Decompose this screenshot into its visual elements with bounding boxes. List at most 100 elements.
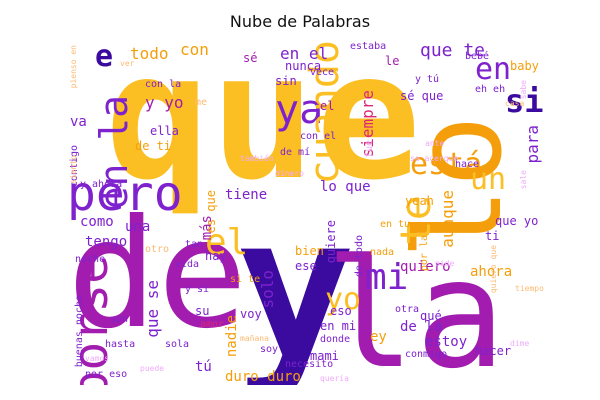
cloud-word: necesito <box>285 359 334 370</box>
cloud-word: tiene <box>225 187 268 203</box>
cloud-word: sé <box>243 51 258 65</box>
cloud-word: qué <box>420 309 442 323</box>
cloud-word: pero <box>67 166 183 222</box>
cloud-word: eso <box>330 304 352 318</box>
cloud-word: con la <box>145 79 182 90</box>
cloud-word: ti <box>485 229 500 243</box>
cloud-word: está <box>410 147 483 182</box>
cloud-word: yo <box>325 282 362 317</box>
cloud-word: mañana <box>240 334 269 343</box>
cloud-word: se acerque <box>410 154 459 163</box>
cloud-word: quiero <box>400 259 451 275</box>
cloud-word: mami <box>310 349 339 363</box>
cloud-word: en la <box>92 95 136 210</box>
figure-title: Nube de Palabras <box>229 12 371 31</box>
cloud-word: tiempo <box>515 284 544 293</box>
cloud-word: bebé <box>465 51 490 62</box>
cloud-word: con <box>180 40 209 59</box>
cloud-word: quiero que <box>489 245 498 294</box>
cloud-word: y <box>235 173 356 386</box>
cloud-word: sale <box>519 170 528 190</box>
cloud-word: voy <box>240 307 262 321</box>
cloud-word: quiere <box>324 220 338 264</box>
cloud-word: si <box>505 82 544 120</box>
cloud-word: estoy <box>425 334 468 350</box>
cloud-word: nadie <box>224 315 240 358</box>
cloud-word: dinero <box>275 169 304 178</box>
cloud-word: me <box>195 97 208 108</box>
cloud-word: eh eh <box>475 84 506 95</box>
cloud-word: el <box>320 99 335 113</box>
cloud-word: un <box>470 162 507 197</box>
cloud-word: conmigo <box>405 349 448 360</box>
cloud-word: por la <box>419 235 430 272</box>
word-cloud: que y de la lo pero porse te en la ya cuando está el… <box>65 40 545 385</box>
cloud-word: por eso <box>85 369 128 380</box>
cloud-word: para <box>523 125 542 164</box>
cloud-word: sé que <box>400 89 444 103</box>
cloud-word: ante <box>425 139 445 148</box>
cloud-word: nunca <box>285 59 322 73</box>
cloud-word: de <box>67 188 248 362</box>
cloud-word: ey <box>370 329 387 345</box>
cloud-word: es que <box>204 190 218 234</box>
cloud-word: sola <box>165 339 190 350</box>
cloud-word: tan <box>185 239 204 250</box>
cloud-word: siento <box>69 155 78 184</box>
cloud-word: que te <box>420 40 486 61</box>
cloud-word: estaba <box>350 41 387 52</box>
cloud-word: una <box>125 219 151 235</box>
cloud-word: vida <box>175 259 200 270</box>
cloud-word: soy <box>260 344 279 355</box>
cloud-word: pide <box>435 259 455 268</box>
cloud-word: y ahora <box>80 179 123 190</box>
cloud-word: solo <box>258 270 277 309</box>
cloud-word: que yo <box>495 214 539 228</box>
cloud-word: son <box>110 314 129 325</box>
cloud-word: con el <box>300 131 337 142</box>
cloud-word: buenas noche <box>74 295 85 368</box>
cloud-word: hay <box>205 249 227 263</box>
cloud-word: fue <box>364 140 375 159</box>
cloud-word: lo que <box>320 179 371 195</box>
cloud-word: en tu <box>380 219 411 230</box>
cloud-word: tengo <box>85 234 128 250</box>
cloud-word: puede <box>140 364 165 373</box>
cloud-word: todo <box>130 44 169 63</box>
cloud-word: va <box>70 114 87 130</box>
cloud-word: tú <box>195 359 212 375</box>
cloud-word: ella <box>150 124 179 138</box>
cloud-word: y si <box>185 284 210 295</box>
cloud-word: noche <box>75 254 106 265</box>
cloud-word: otro <box>145 244 170 255</box>
cloud-word: ese <box>295 259 317 273</box>
cloud-word: le <box>385 54 400 68</box>
cloud-word: aunque <box>438 190 457 248</box>
cloud-word: mi <box>365 257 409 298</box>
cloud-word: pienso en <box>69 45 78 89</box>
cloud-word: que <box>105 40 422 219</box>
cloud-word: en el <box>280 44 329 63</box>
cloud-word: hace <box>455 159 480 170</box>
cloud-word: yeah <box>405 194 434 208</box>
cloud-word: sabe <box>519 80 528 100</box>
cloud-word: que se <box>143 280 162 338</box>
cloud-word: de la <box>400 319 443 335</box>
cloud-word: ahora <box>470 264 513 280</box>
cloud-word: ver <box>120 59 135 68</box>
cloud-word: e <box>95 40 114 74</box>
cloud-word: duro duro <box>225 369 301 385</box>
cloud-word: en mi <box>320 319 357 333</box>
cloud-word: donde <box>320 334 351 345</box>
cloud-word: de todo <box>354 235 365 278</box>
cloud-word: baby <box>510 59 539 73</box>
cloud-word: la <box>325 228 506 385</box>
cloud-word: quería <box>320 374 349 383</box>
cloud-word: y tú <box>415 74 440 85</box>
cloud-word: de ti <box>135 139 172 153</box>
cloud-word: nada <box>370 247 395 258</box>
cloud-word: su <box>195 304 210 318</box>
cloud-word: casa <box>505 99 525 108</box>
cloud-word: hasta <box>105 339 136 350</box>
